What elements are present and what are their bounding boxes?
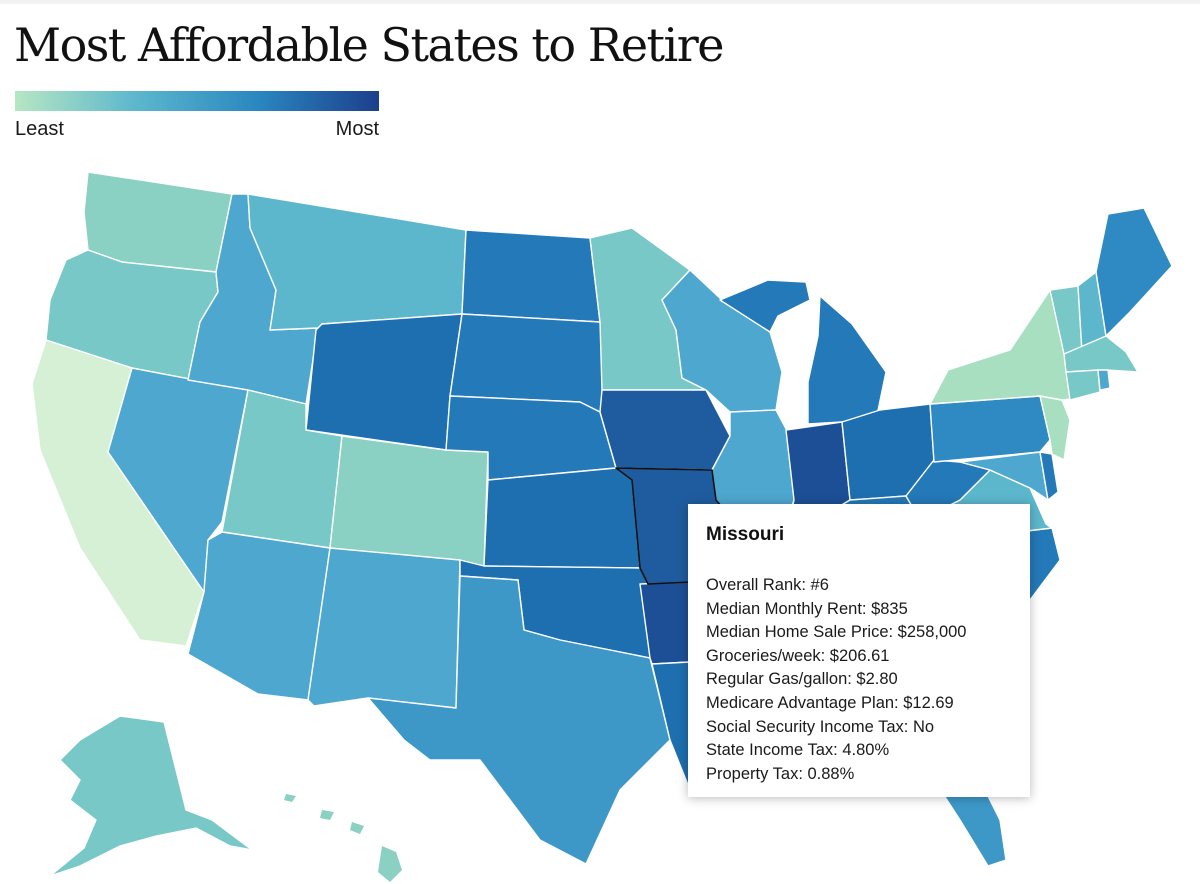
- state-connecticut[interactable]: [1065, 369, 1101, 401]
- tooltip-state-income-tax: State Income Tax: 4.80%: [706, 741, 890, 760]
- state-maryland[interactable]: [959, 451, 1049, 501]
- tooltip-state-name: Missouri: [706, 524, 785, 545]
- state-arizona[interactable]: [187, 531, 331, 701]
- state-tooltip: Missouri Overall Rank: #6 Median Monthly…: [688, 504, 1030, 797]
- legend-low-label: Least: [15, 118, 64, 140]
- state-hawaii-main[interactable]: [378, 846, 402, 882]
- state-north-dakota[interactable]: [461, 229, 601, 323]
- state-alaska[interactable]: [49, 715, 253, 877]
- state-hawaii-kauai[interactable]: [284, 794, 296, 802]
- state-texas[interactable]: [367, 575, 671, 865]
- state-delaware[interactable]: [1039, 451, 1059, 501]
- tooltip-property-tax: Property Tax: 0.88%: [706, 764, 855, 783]
- tooltip-overall-rank: Overall Rank: #6: [706, 576, 829, 594]
- state-michigan-upper[interactable]: [719, 279, 811, 333]
- state-wyoming[interactable]: [305, 313, 463, 451]
- state-iowa[interactable]: [599, 389, 731, 471]
- color-legend: Least Most: [15, 91, 379, 141]
- tooltip-medicare-plan: Medicare Advantage Plan: $12.69: [706, 693, 954, 712]
- state-montana[interactable]: [247, 193, 467, 331]
- tooltip-median-rent: Median Monthly Rent: $835: [706, 599, 908, 618]
- state-new-mexico[interactable]: [307, 547, 461, 709]
- state-hawaii-maui[interactable]: [350, 822, 364, 834]
- state-rhode-island[interactable]: [1097, 369, 1111, 391]
- page-title: Most Affordable States to Retire: [14, 18, 724, 72]
- state-michigan[interactable]: [807, 295, 887, 425]
- state-colorado[interactable]: [329, 435, 489, 567]
- top-divider: [0, 0, 1200, 4]
- tooltip-groceries: Groceries/week: $206.61: [706, 646, 890, 665]
- state-hawaii-oahu[interactable]: [320, 810, 334, 820]
- state-kansas[interactable]: [483, 467, 641, 569]
- tooltip-stats-list: Overall Rank: #6 Median Monthly Rent: $8…: [706, 574, 1012, 786]
- legend-high-label: Most: [335, 118, 379, 140]
- state-pennsylvania[interactable]: [929, 395, 1051, 463]
- state-indiana[interactable]: [785, 421, 851, 513]
- tooltip-gas-price: Regular Gas/gallon: $2.80: [706, 670, 898, 689]
- tooltip-ss-income-tax: Social Security Income Tax: No: [706, 717, 935, 736]
- state-maine[interactable]: [1095, 207, 1173, 337]
- tooltip-home-sale-price: Median Home Sale Price: $258,000: [706, 623, 967, 642]
- legend-gradient-bar: [15, 91, 379, 111]
